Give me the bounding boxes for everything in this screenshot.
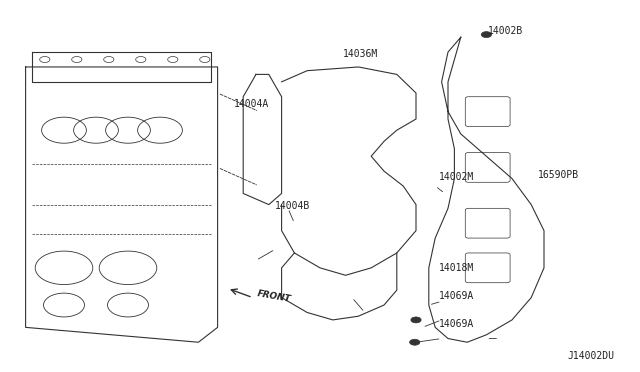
Text: J14002DU: J14002DU bbox=[568, 351, 614, 361]
Circle shape bbox=[411, 317, 421, 323]
Text: 14004B: 14004B bbox=[275, 202, 310, 211]
Text: 14036M: 14036M bbox=[342, 49, 378, 59]
Text: 16590PB: 16590PB bbox=[538, 170, 579, 180]
Text: 14018M: 14018M bbox=[438, 263, 474, 273]
Text: 14069A: 14069A bbox=[438, 319, 474, 328]
Text: 14004A: 14004A bbox=[234, 99, 269, 109]
Text: FRONT: FRONT bbox=[256, 289, 291, 304]
Text: 14002M: 14002M bbox=[438, 172, 474, 182]
Text: 14002B: 14002B bbox=[488, 26, 523, 36]
Text: 14069A: 14069A bbox=[438, 291, 474, 301]
Circle shape bbox=[410, 339, 420, 345]
Circle shape bbox=[481, 32, 492, 38]
